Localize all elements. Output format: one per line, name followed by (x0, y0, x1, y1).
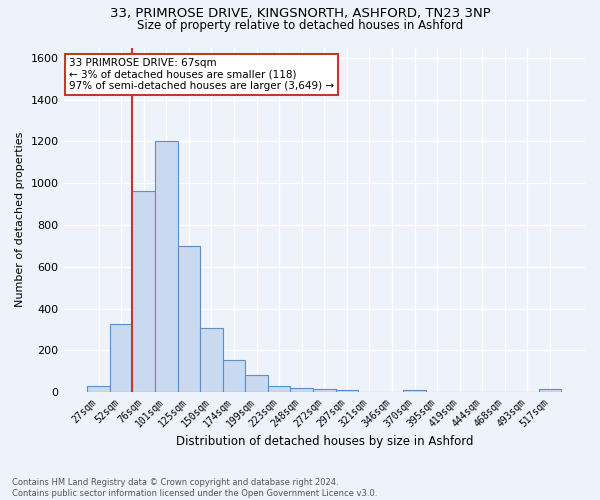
Bar (200, 328, 223, 392)
Bar (335, 390, 358, 392)
Bar (133, 190, 155, 392)
Bar (290, 388, 313, 392)
Text: 33 PRIMROSE DRIVE: 67sqm
← 3% of detached houses are smaller (118)
97% of semi-d: 33 PRIMROSE DRIVE: 67sqm ← 3% of detache… (69, 58, 334, 91)
X-axis label: Distribution of detached houses by size in Ashford: Distribution of detached houses by size … (176, 434, 473, 448)
Bar (268, 386, 290, 392)
Y-axis label: Number of detached properties: Number of detached properties (15, 132, 25, 308)
Bar (110, 324, 133, 392)
Bar (155, 142, 178, 392)
Text: Size of property relative to detached houses in Ashford: Size of property relative to detached ho… (137, 19, 463, 32)
Bar (223, 360, 245, 392)
Text: 33, PRIMROSE DRIVE, KINGSNORTH, ASHFORD, TN23 3NP: 33, PRIMROSE DRIVE, KINGSNORTH, ASHFORD,… (110, 8, 490, 20)
Bar (539, 389, 561, 392)
Bar (313, 389, 335, 392)
Bar (245, 376, 268, 392)
Bar (178, 246, 200, 392)
Bar (403, 390, 426, 392)
Text: Contains HM Land Registry data © Crown copyright and database right 2024.
Contai: Contains HM Land Registry data © Crown c… (12, 478, 377, 498)
Bar (87, 386, 110, 392)
